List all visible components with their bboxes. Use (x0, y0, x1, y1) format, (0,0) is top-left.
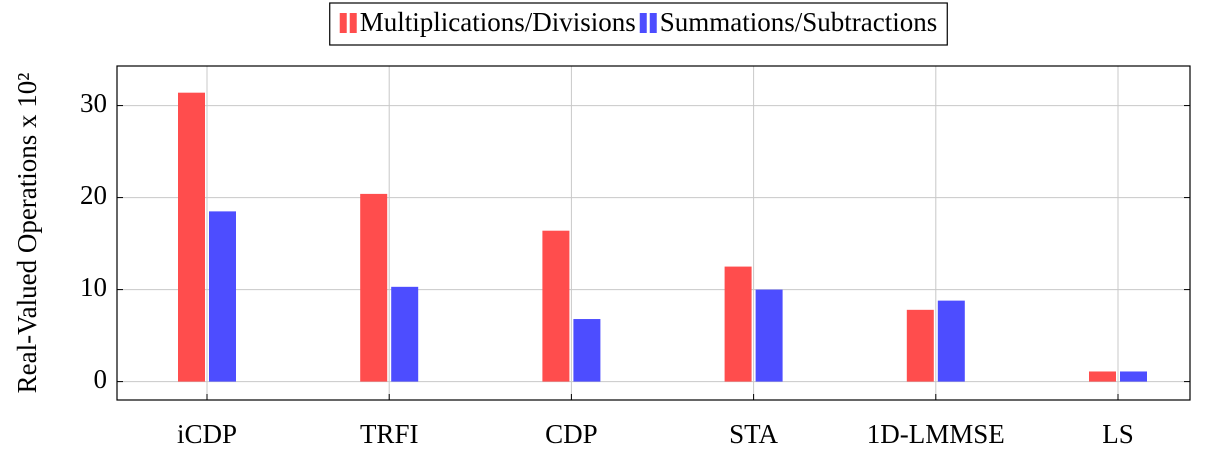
bar (178, 92, 205, 382)
bar (391, 286, 419, 382)
legend-box (329, 2, 948, 46)
legend-label: Multiplications/Divisions (360, 7, 636, 37)
y-axis-label: Real-Valued Operations x 10² (12, 73, 42, 394)
bar (937, 300, 965, 382)
legend: Multiplications/Divisions Summations/Subt… (329, 2, 948, 46)
y-tick-label: 0 (94, 364, 108, 394)
x-tick-label: STA (729, 419, 778, 449)
bar (1120, 371, 1147, 382)
bar (906, 309, 934, 382)
bar (1089, 371, 1116, 382)
x-tick-label: LS (1102, 419, 1134, 449)
legend-swatch (339, 13, 347, 33)
legend-swatch (649, 13, 657, 33)
bar (209, 211, 236, 382)
x-tick-label: TRFI (360, 419, 419, 449)
bar (755, 289, 783, 382)
x-tick-label: CDP (545, 419, 598, 449)
x-tick-label: 1D-LMMSE (867, 419, 1005, 449)
bar (724, 266, 752, 382)
y-tick-label: 20 (80, 180, 107, 210)
y-tick-label: 30 (80, 88, 107, 118)
bar (573, 319, 601, 382)
bar (542, 230, 570, 382)
legend-label: Summations/Subtractions (660, 7, 938, 37)
legend-swatch (349, 13, 357, 33)
bar (360, 193, 388, 382)
legend-swatch (639, 13, 647, 33)
x-tick-label: iCDP (177, 419, 237, 449)
plot-frame (116, 65, 1191, 401)
y-tick-label: 10 (80, 272, 107, 302)
